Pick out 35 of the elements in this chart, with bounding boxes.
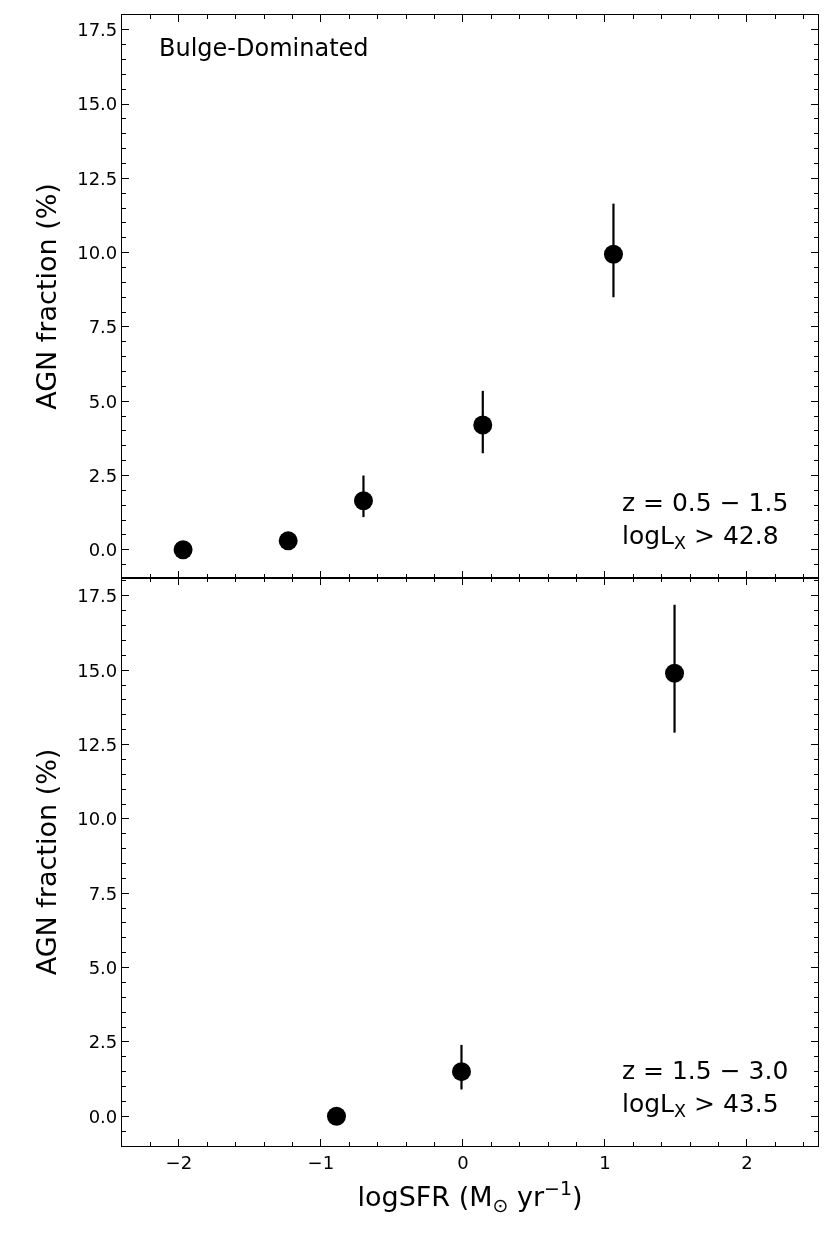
- y-tick-label: 10.0: [77, 241, 118, 263]
- y-tick-label: 0.0: [88, 1105, 118, 1127]
- y-tick-label: 2.5: [88, 1031, 118, 1053]
- y-tick-label: 10.0: [77, 808, 118, 830]
- y-tick-label: 7.5: [88, 316, 118, 338]
- annotation: z = 1.5 − 3.0 logL$_{X}$ > 43.5: [622, 1056, 789, 1121]
- y-tick-label: 17.5: [77, 19, 118, 41]
- y-tick-label: 7.5: [88, 882, 118, 904]
- x-tick-label: 0: [457, 1151, 469, 1173]
- y-axis-title: AGN fraction (%): [31, 183, 63, 410]
- y-tick-label: 15.0: [77, 93, 118, 115]
- point: [603, 244, 623, 264]
- x-tick-label: 1: [599, 1151, 611, 1173]
- point: [665, 663, 685, 683]
- y-tick-label: 0.0: [88, 539, 118, 561]
- y-tick-label: 12.5: [77, 733, 118, 755]
- point: [473, 415, 493, 435]
- y-tick-label: 2.5: [88, 464, 118, 486]
- x-tick-label: −2: [165, 1151, 193, 1173]
- annotation: Bulge-Dominated: [159, 34, 369, 62]
- point: [278, 531, 298, 551]
- y-tick-label: 5.0: [88, 390, 118, 412]
- y-axis-title: AGN fraction (%): [31, 748, 63, 976]
- y-tick-label: 5.0: [88, 956, 118, 978]
- point: [451, 1062, 471, 1082]
- point: [173, 540, 193, 560]
- y-tick-label: 12.5: [77, 167, 118, 189]
- x-tick-label: 2: [741, 1151, 753, 1173]
- annotation: z = 0.5 − 1.5 logL$_{X}$ > 42.8: [622, 488, 789, 553]
- y-tick-label: 15.0: [77, 659, 118, 681]
- point: [326, 1106, 346, 1126]
- y-tick-label: 17.5: [77, 585, 118, 607]
- x-tick-label: −1: [307, 1151, 335, 1173]
- x-axis-title: logSFR (M$_{⊙}$ yr$^{−1}$): [357, 1176, 583, 1216]
- point: [353, 491, 373, 511]
